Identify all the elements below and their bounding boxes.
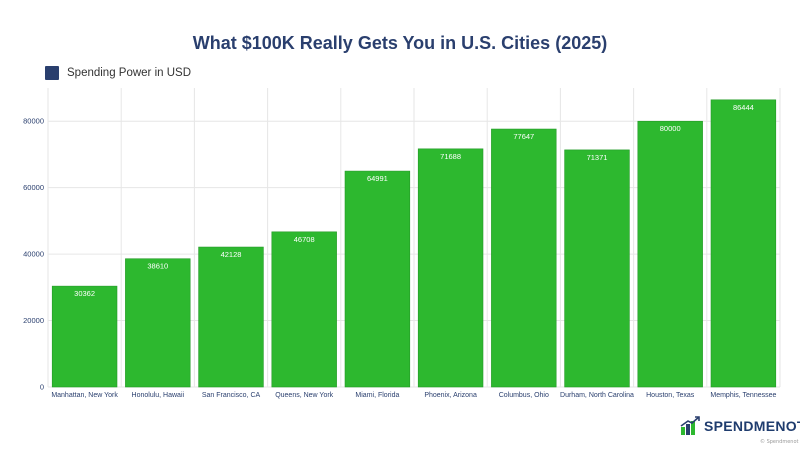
bar xyxy=(51,285,118,388)
bar xyxy=(710,99,777,388)
data-label: 71371 xyxy=(587,153,608,162)
x-tick-label: Queens, New York xyxy=(275,392,333,399)
brand-name: SPENDMENOT xyxy=(704,418,800,434)
bar xyxy=(125,258,191,388)
y-tick-label: 20000 xyxy=(23,316,44,325)
bar xyxy=(564,149,630,388)
data-label: 71688 xyxy=(440,152,461,161)
watermark: © Spendmenot xyxy=(760,439,799,445)
data-label: 30362 xyxy=(74,289,95,298)
data-label: 42128 xyxy=(221,250,242,259)
x-axis-ticks: Manhattan, New York Honolulu, Hawaii San F… xyxy=(51,392,776,399)
data-label: 86444 xyxy=(733,103,754,112)
y-tick-label: 40000 xyxy=(23,250,44,259)
y-axis-ticks: 0 20000 40000 60000 80000 xyxy=(23,117,44,392)
x-tick-label: Miami, Florida xyxy=(355,392,399,399)
data-labels: 30362 38610 42128 46708 64991 71688 77647 71371… xyxy=(74,103,754,298)
y-tick-label: 60000 xyxy=(23,183,44,192)
data-label: 38610 xyxy=(147,262,168,271)
x-tick-label: Durham, North Carolina xyxy=(560,392,634,399)
x-tick-label: Phoenix, Arizona xyxy=(424,392,477,399)
bar xyxy=(344,170,411,388)
bar xyxy=(271,231,337,388)
bar xyxy=(491,128,557,388)
legend-label: Spending Power in USD xyxy=(67,67,192,79)
y-tick-label: 80000 xyxy=(23,117,44,126)
bar xyxy=(637,120,703,388)
x-tick-label: San Francisco, CA xyxy=(202,392,261,399)
data-label: 80000 xyxy=(660,124,681,133)
bar-chart-logo-icon xyxy=(680,416,700,435)
legend-swatch xyxy=(45,66,59,80)
legend: Spending Power in USD xyxy=(45,66,191,80)
x-tick-label: Manhattan, New York xyxy=(51,392,118,399)
brand-logo: SPENDMENOT xyxy=(680,416,800,436)
bar xyxy=(417,148,484,388)
x-tick-label: Houston, Texas xyxy=(646,392,695,399)
x-tick-label: Honolulu, Hawaii xyxy=(132,392,185,399)
data-label: 46708 xyxy=(294,235,315,244)
data-label: 64991 xyxy=(367,174,388,183)
bars xyxy=(51,99,777,388)
x-tick-label: Memphis, Tennessee xyxy=(710,392,776,399)
x-tick-label: Columbus, Ohio xyxy=(499,392,549,399)
chart-title: What $100K Really Gets You in U.S. Citie… xyxy=(192,33,608,53)
bar xyxy=(198,246,264,388)
y-tick-label: 0 xyxy=(40,383,44,392)
data-label: 77647 xyxy=(513,132,534,141)
